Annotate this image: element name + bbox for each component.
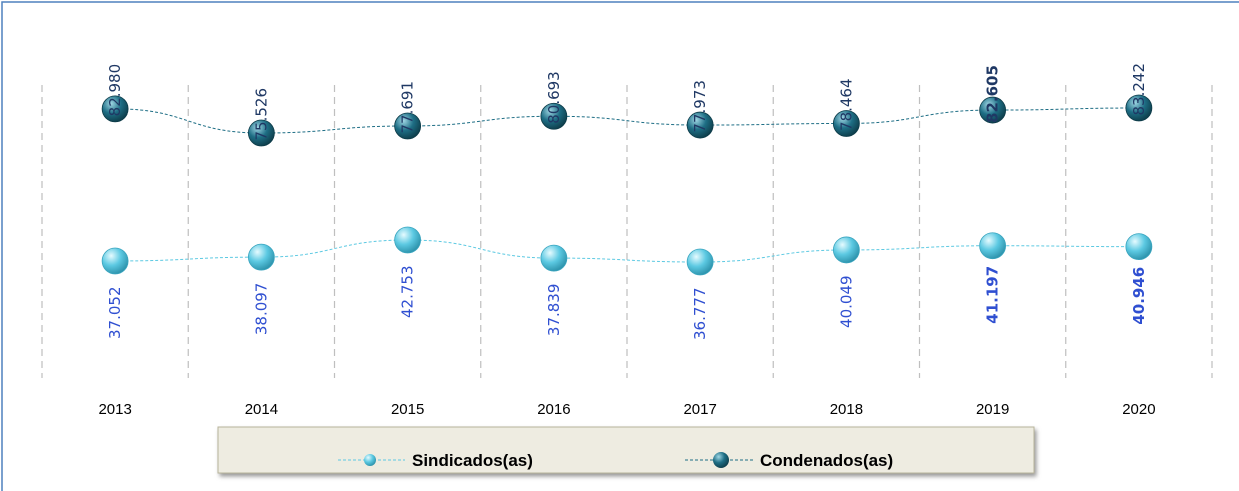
grid <box>41 85 1213 378</box>
data-label: 77.691 <box>399 81 417 134</box>
data-label: 77.973 <box>691 80 709 133</box>
legend-marker <box>364 454 376 466</box>
x-tick-label: 2018 <box>830 401 863 418</box>
legend-marker <box>713 452 729 468</box>
x-tick-label: 2016 <box>537 401 570 418</box>
point <box>832 236 860 264</box>
legend-label: Condenados(as) <box>760 451 893 470</box>
data-label: 78.464 <box>837 78 855 131</box>
x-tick-label: 2015 <box>391 401 424 418</box>
legend <box>217 426 1035 474</box>
data-label: 82.980 <box>106 64 124 117</box>
data-label: 40.049 <box>837 275 855 328</box>
x-tick-label: 2019 <box>976 401 1009 418</box>
point <box>1125 233 1153 261</box>
data-label: 37.839 <box>545 284 563 337</box>
point <box>686 248 714 276</box>
series-line <box>115 107 1139 134</box>
data-label: 40.946 <box>1130 267 1148 325</box>
point <box>832 110 860 137</box>
data-label: 38.097 <box>252 283 270 336</box>
x-tick-label: 2020 <box>1122 401 1155 418</box>
point <box>979 232 1007 260</box>
point <box>101 95 129 123</box>
point <box>394 226 422 254</box>
legend-label: Sindicados(as) <box>412 451 533 470</box>
x-tick-label: 2017 <box>683 401 716 418</box>
data-label: 41.197 <box>984 266 1002 324</box>
data-label: 80.693 <box>545 71 563 124</box>
data-label: 83.242 <box>1130 63 1148 116</box>
point <box>101 247 129 275</box>
data-label: 36.777 <box>691 288 709 341</box>
data-label: 42.753 <box>399 266 417 319</box>
point <box>247 243 275 271</box>
data-label: 82.605 <box>984 65 1002 123</box>
data-label: 37.052 <box>106 286 124 339</box>
data-label: 75.526 <box>252 88 270 141</box>
point <box>1125 94 1153 122</box>
x-tick-label: 2014 <box>245 401 278 418</box>
point <box>686 111 714 139</box>
point <box>979 96 1007 124</box>
point <box>394 112 422 140</box>
point <box>540 244 568 272</box>
point <box>247 119 275 147</box>
point <box>540 102 568 130</box>
x-tick-label: 2013 <box>98 401 131 418</box>
